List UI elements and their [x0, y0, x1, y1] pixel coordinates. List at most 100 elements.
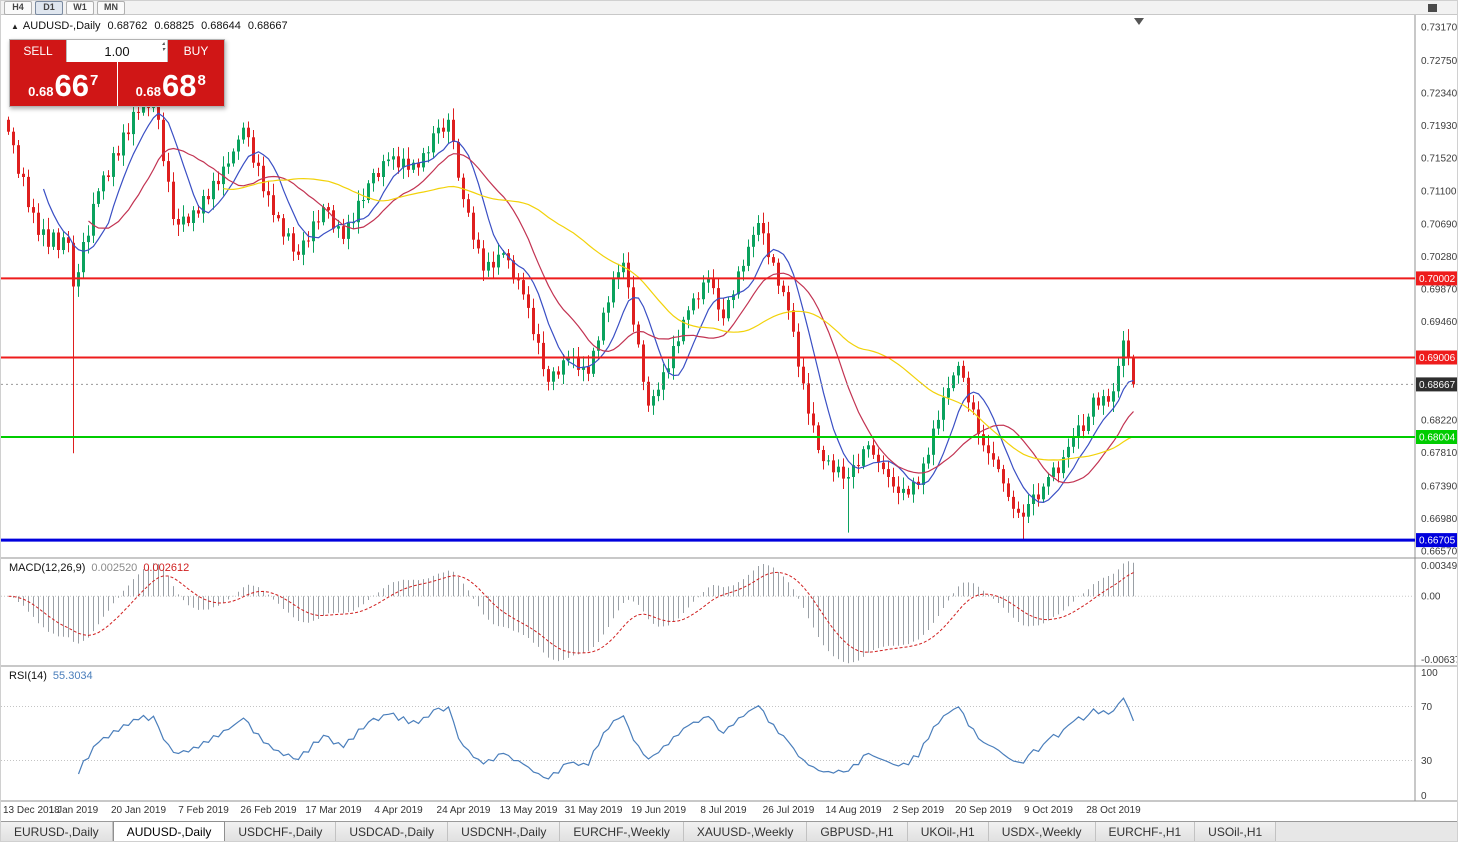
price-axis-ticks: 0.73170 0.72750 0.72340 0.71930 0.71520 0.711… [1421, 22, 1458, 557]
volume-field[interactable]: 1.00 ▴ ▾ [66, 40, 168, 62]
svg-text:0: 0 [1421, 791, 1427, 802]
rsi-line [77, 697, 1135, 780]
chart-tab-eurchf-weekly[interactable]: EURCHF-,Weekly [560, 822, 684, 841]
chart-tab-audusd-daily[interactable]: AUDUSD-,Daily [112, 821, 226, 841]
svg-text:1 Jan 2019: 1 Jan 2019 [49, 805, 99, 816]
one-click-price-row: 0.68 66 7 0.68 68 8 [10, 62, 224, 106]
spinner-down-icon[interactable]: ▾ [161, 47, 165, 53]
svg-text:0.68004: 0.68004 [1419, 433, 1456, 444]
buy-price-prefix: 0.68 [135, 84, 161, 99]
macd-signal-value: 0.002612 [143, 562, 190, 574]
buy-button[interactable]: BUY [168, 40, 224, 62]
candles-layer [7, 82, 1135, 541]
svg-text:9 Oct 2019: 9 Oct 2019 [1024, 805, 1073, 816]
chart-tab-usoil-h1[interactable]: USOil-,H1 [1195, 822, 1277, 841]
spinner-up-icon[interactable]: ▴ [161, 41, 165, 47]
timeframe-toolbar: H4 D1 W1 MN [1, 1, 1457, 15]
ohlc-close: 0.68667 [247, 20, 288, 32]
timeframe-button-h4[interactable]: H4 [4, 1, 32, 15]
svg-text:31 May 2019: 31 May 2019 [565, 805, 623, 816]
one-click-trading-panel: SELL 1.00 ▴ ▾ BUY 0.68 66 7 0.68 [9, 39, 225, 107]
timeframe-button-d1[interactable]: D1 [35, 1, 63, 15]
svg-text:0.71520: 0.71520 [1421, 153, 1458, 164]
chart-tab-eurusd-daily[interactable]: EURUSD-,Daily [1, 822, 113, 841]
buy-price-sup: 8 [197, 72, 206, 89]
svg-text:14 Aug 2019: 14 Aug 2019 [825, 805, 882, 816]
volume-value[interactable]: 1.00 [104, 43, 130, 59]
rsi-title: RSI(14) [9, 670, 47, 682]
svg-text:0.70690: 0.70690 [1421, 219, 1458, 230]
svg-text:4 Apr 2019: 4 Apr 2019 [374, 805, 423, 816]
ohlc-open: 0.68762 [107, 20, 148, 32]
svg-text:0.72750: 0.72750 [1421, 56, 1458, 67]
chart-tab-bar: EURUSD-,Daily AUDUSD-,Daily USDCHF-,Daily U… [1, 821, 1457, 841]
macd-label: MACD(12,26,9) 0.002520 0.002612 [9, 562, 189, 574]
symbol-label: AUDUSD-,Daily [22, 20, 101, 32]
svg-text:0.71930: 0.71930 [1421, 121, 1458, 132]
macd-histogram [13, 561, 1134, 664]
svg-text:100: 100 [1421, 668, 1438, 679]
svg-text:26 Feb 2019: 26 Feb 2019 [240, 805, 297, 816]
svg-text:0.00349: 0.00349 [1421, 561, 1458, 572]
chart-tab-usdcnh-daily[interactable]: USDCNH-,Daily [448, 822, 561, 841]
svg-text:0.71100: 0.71100 [1421, 187, 1457, 198]
timeframe-button-mn[interactable]: MN [97, 1, 125, 15]
volume-spinner[interactable]: ▴ ▾ [162, 41, 165, 53]
hline-objects[interactable] [1, 277, 1415, 542]
chart-tab-usdx-weekly[interactable]: USDX-,Weekly [988, 822, 1096, 841]
svg-text:17 Mar 2019: 17 Mar 2019 [305, 805, 362, 816]
sell-button[interactable]: SELL [10, 40, 66, 62]
svg-text:0.70280: 0.70280 [1421, 252, 1458, 263]
svg-text:0.68667: 0.68667 [1419, 380, 1456, 391]
svg-text:0.68220: 0.68220 [1421, 415, 1458, 426]
svg-text:30: 30 [1421, 756, 1433, 767]
sell-price-display[interactable]: 0.68 66 7 [10, 62, 117, 106]
svg-text:13 Dec 2018: 13 Dec 2018 [3, 805, 60, 816]
macd-axis-labels: 0.00349 0.00 -0.00637 [1421, 561, 1458, 666]
chart-tab-usdchf-daily[interactable]: USDCHF-,Daily [225, 822, 337, 841]
buy-price-display[interactable]: 0.68 68 8 [116, 62, 225, 106]
ohlc-low: 0.68644 [201, 20, 241, 32]
chart-tab-xauusd-weekly[interactable]: XAUUSD-,Weekly [683, 822, 808, 841]
svg-text:0.67810: 0.67810 [1421, 448, 1458, 459]
svg-text:0.67390: 0.67390 [1421, 481, 1458, 492]
price-axis-badges: 0.70002 0.69006 0.68004 0.66705 0.68667 [1416, 271, 1457, 548]
one-click-toggle-icon[interactable]: ▲ [11, 22, 19, 31]
svg-text:13 May 2019: 13 May 2019 [500, 805, 558, 816]
chart-area: 0.73170 0.72750 0.72340 0.71930 0.71520 0.711… [1, 15, 1458, 821]
svg-text:24 Apr 2019: 24 Apr 2019 [437, 805, 491, 816]
sell-price-sup: 7 [89, 72, 99, 89]
svg-text:19 Jun 2019: 19 Jun 2019 [631, 805, 686, 816]
svg-text:0.66705: 0.66705 [1419, 536, 1456, 547]
sell-price-big: 66 [54, 68, 89, 103]
timeframe-button-w1[interactable]: W1 [66, 1, 94, 15]
svg-text:0.66570: 0.66570 [1421, 546, 1458, 557]
chart-tab-eurchf-h1[interactable]: EURCHF-,H1 [1095, 822, 1196, 841]
scrollbar-thumb[interactable] [1428, 4, 1437, 12]
svg-text:-0.00637: -0.00637 [1421, 655, 1458, 666]
rsi-value: 55.3034 [52, 670, 93, 682]
macd-signal-line [8, 571, 1134, 654]
svg-text:7 Feb 2019: 7 Feb 2019 [178, 805, 229, 816]
chart-tab-ukoil-h1[interactable]: UKOil-,H1 [907, 822, 989, 841]
ohlc-high: 0.68825 [154, 20, 195, 32]
svg-text:2 Sep 2019: 2 Sep 2019 [893, 805, 945, 816]
svg-text:20 Sep 2019: 20 Sep 2019 [955, 805, 1012, 816]
svg-text:0.66980: 0.66980 [1421, 514, 1458, 525]
chart-shift-marker-icon[interactable] [1134, 18, 1144, 25]
svg-text:70: 70 [1421, 702, 1433, 713]
chart-tab-usdcad-daily[interactable]: USDCAD-,Daily [336, 822, 449, 841]
svg-text:0.72340: 0.72340 [1421, 88, 1458, 99]
svg-text:0.69006: 0.69006 [1419, 353, 1456, 364]
svg-text:0.69460: 0.69460 [1421, 317, 1458, 328]
rsi-axis-labels: 100 70 30 0 [1421, 668, 1438, 802]
svg-text:0.73170: 0.73170 [1421, 22, 1458, 33]
rsi-label: RSI(14) 55.3034 [9, 670, 93, 682]
moving-average-44 [223, 177, 1134, 461]
macd-main-value: 0.002520 [91, 562, 138, 574]
svg-text:0.69870: 0.69870 [1421, 284, 1458, 295]
chart-tab-gbpusd-h1[interactable]: GBPUSD-,H1 [807, 822, 908, 841]
svg-text:8 Jul 2019: 8 Jul 2019 [700, 805, 747, 816]
